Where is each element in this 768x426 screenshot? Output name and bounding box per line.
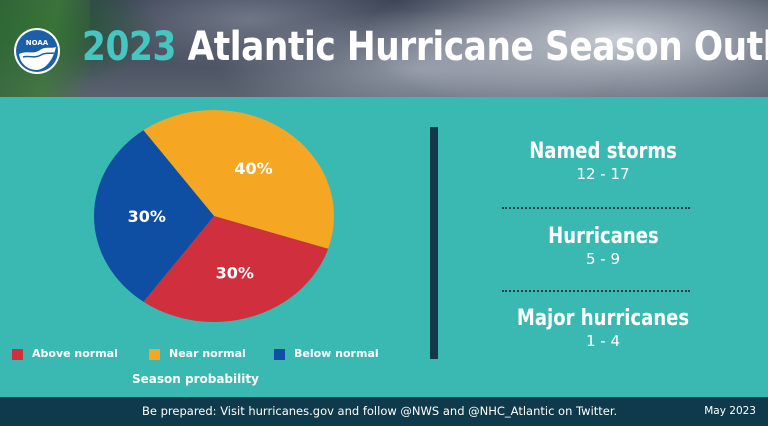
pie-label-above-normal: 30% [216,263,254,282]
pie-slice-near-normal [143,110,334,249]
pie-slice-below-normal [93,130,214,302]
title-text: Atlantic Hurricane Season Outlook [187,24,768,70]
chart-title: Season probability [132,372,259,386]
stat-named-storms: Named storms 12 - 17 [498,139,708,183]
pie-slice-above-normal [143,216,329,322]
stat-value: 1 - 4 [585,332,621,350]
legend-label: Above normal [32,347,118,360]
stat-major-hurricanes: Major hurricanes 1 - 4 [498,306,708,350]
legend-swatch [274,349,285,360]
dotted-divider [502,207,690,209]
header-banner: NOAA 2023 Atlantic Hurricane Season Outl… [0,0,768,97]
pie-label-below-normal: 30% [128,207,166,226]
divider-bar [430,127,438,359]
stat-label: Major hurricanes [516,306,690,331]
dotted-divider [502,290,690,292]
logo-text: NOAA [26,39,49,47]
legend-label: Below normal [294,347,379,360]
footer-bar: Be prepared: Visit hurricanes.gov and fo… [0,397,768,426]
legend-label: Near normal [169,347,246,360]
stat-value: 12 - 17 [576,165,630,183]
stat-label: Hurricanes [547,224,659,249]
noaa-logo-icon: NOAA [14,28,60,74]
legend-swatch [149,349,160,360]
stat-label: Named storms [529,139,677,164]
stat-value: 5 - 9 [585,250,621,268]
stat-hurricanes: Hurricanes 5 - 9 [498,224,708,268]
footer-date: May 2023 [704,405,756,417]
pie-label-near-normal: 40% [234,159,272,178]
page-title: 2023 Atlantic Hurricane Season Outlook [82,17,768,77]
footer-message: Be prepared: Visit hurricanes.gov and fo… [142,404,618,418]
title-year: 2023 [82,24,177,70]
legend-swatch [12,349,23,360]
pie-chart: 40% 30% 30% [93,110,334,322]
